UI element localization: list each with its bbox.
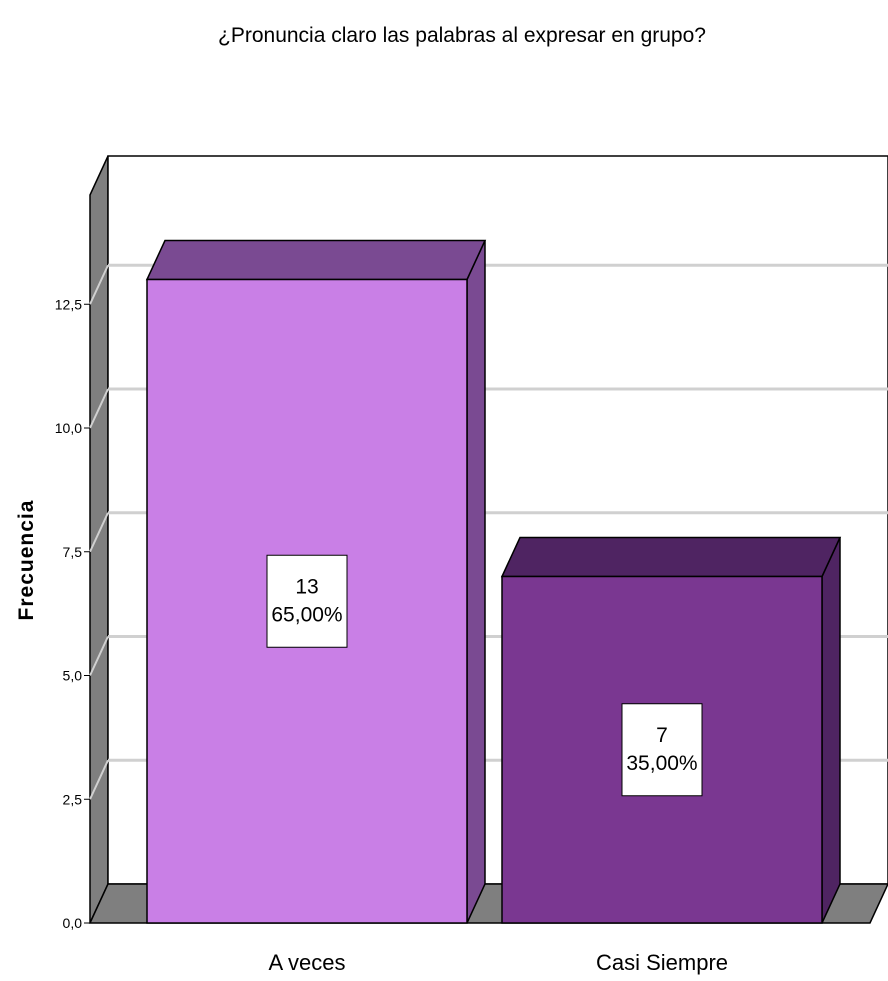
data-label-box xyxy=(621,703,703,797)
y-tick-label: 2,5 xyxy=(63,791,83,807)
chart-title: ¿Pronuncia claro las palabras al expresa… xyxy=(218,24,706,47)
bar-side xyxy=(821,537,841,924)
y-axis-label: Frecuencia xyxy=(15,500,38,621)
bar-side xyxy=(466,240,486,924)
data-label-box xyxy=(266,554,348,648)
x-category-label: A veces xyxy=(268,950,345,975)
gridline-side xyxy=(89,264,109,305)
y-tick-label: 10,0 xyxy=(55,420,82,436)
gridline-side xyxy=(89,388,109,429)
data-label-0: 13 65,00% xyxy=(266,554,348,648)
y-axis-ticks: 0,0 2,5 5,0 7,5 10,0 12,5 xyxy=(55,296,90,931)
y-tick-label: 0,0 xyxy=(63,915,83,931)
bar-top xyxy=(500,536,842,578)
x-category-label: Casi Siempre xyxy=(596,950,728,975)
y-tick-label: 7,5 xyxy=(63,544,83,560)
gridline-side xyxy=(89,636,109,676)
data-label-percent: 35,00% xyxy=(626,752,697,775)
gridline-side xyxy=(89,759,109,800)
data-label-count: 7 xyxy=(656,724,668,747)
data-label-count: 13 xyxy=(295,575,318,598)
y-tick-label: 5,0 xyxy=(63,668,83,684)
data-labels: 13 65,00% 7 35,00% xyxy=(266,554,703,797)
data-label-1: 7 35,00% xyxy=(621,703,703,797)
data-label-percent: 65,00% xyxy=(271,603,342,626)
bar-top xyxy=(145,239,487,281)
gridline-side xyxy=(89,512,109,553)
y-tick-label: 12,5 xyxy=(55,296,82,312)
x-axis-categories: A veces Casi Siempre xyxy=(268,950,728,975)
